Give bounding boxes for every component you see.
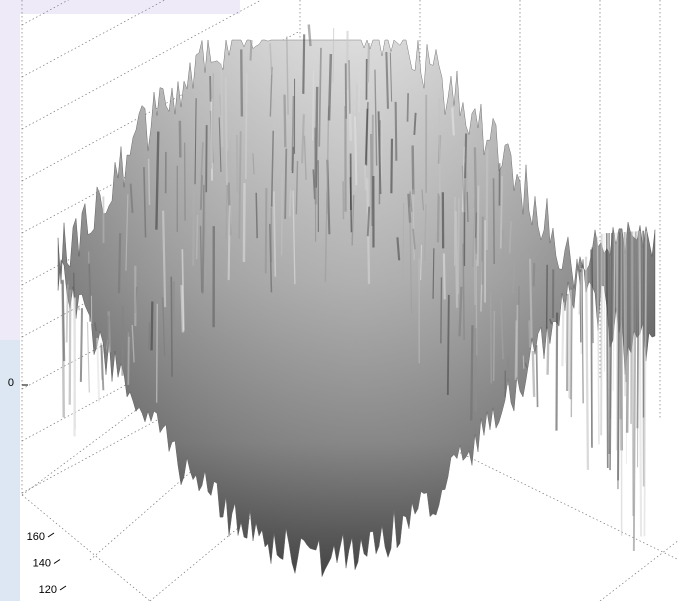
page: {"chart_data": {"type": "surface", "ztic… <box>0 0 679 601</box>
y-tick <box>60 586 66 590</box>
y-tick <box>54 560 60 564</box>
y-tick-label: 120 <box>39 584 57 596</box>
z-tick-label: 0 <box>8 377 14 389</box>
y-tick <box>48 533 54 537</box>
background-band <box>0 0 20 340</box>
chart: 0 160 140 120 <box>0 0 679 601</box>
y-tick-label: 160 <box>27 531 45 543</box>
background-band <box>0 0 240 14</box>
y-tick-label: 140 <box>33 557 51 569</box>
